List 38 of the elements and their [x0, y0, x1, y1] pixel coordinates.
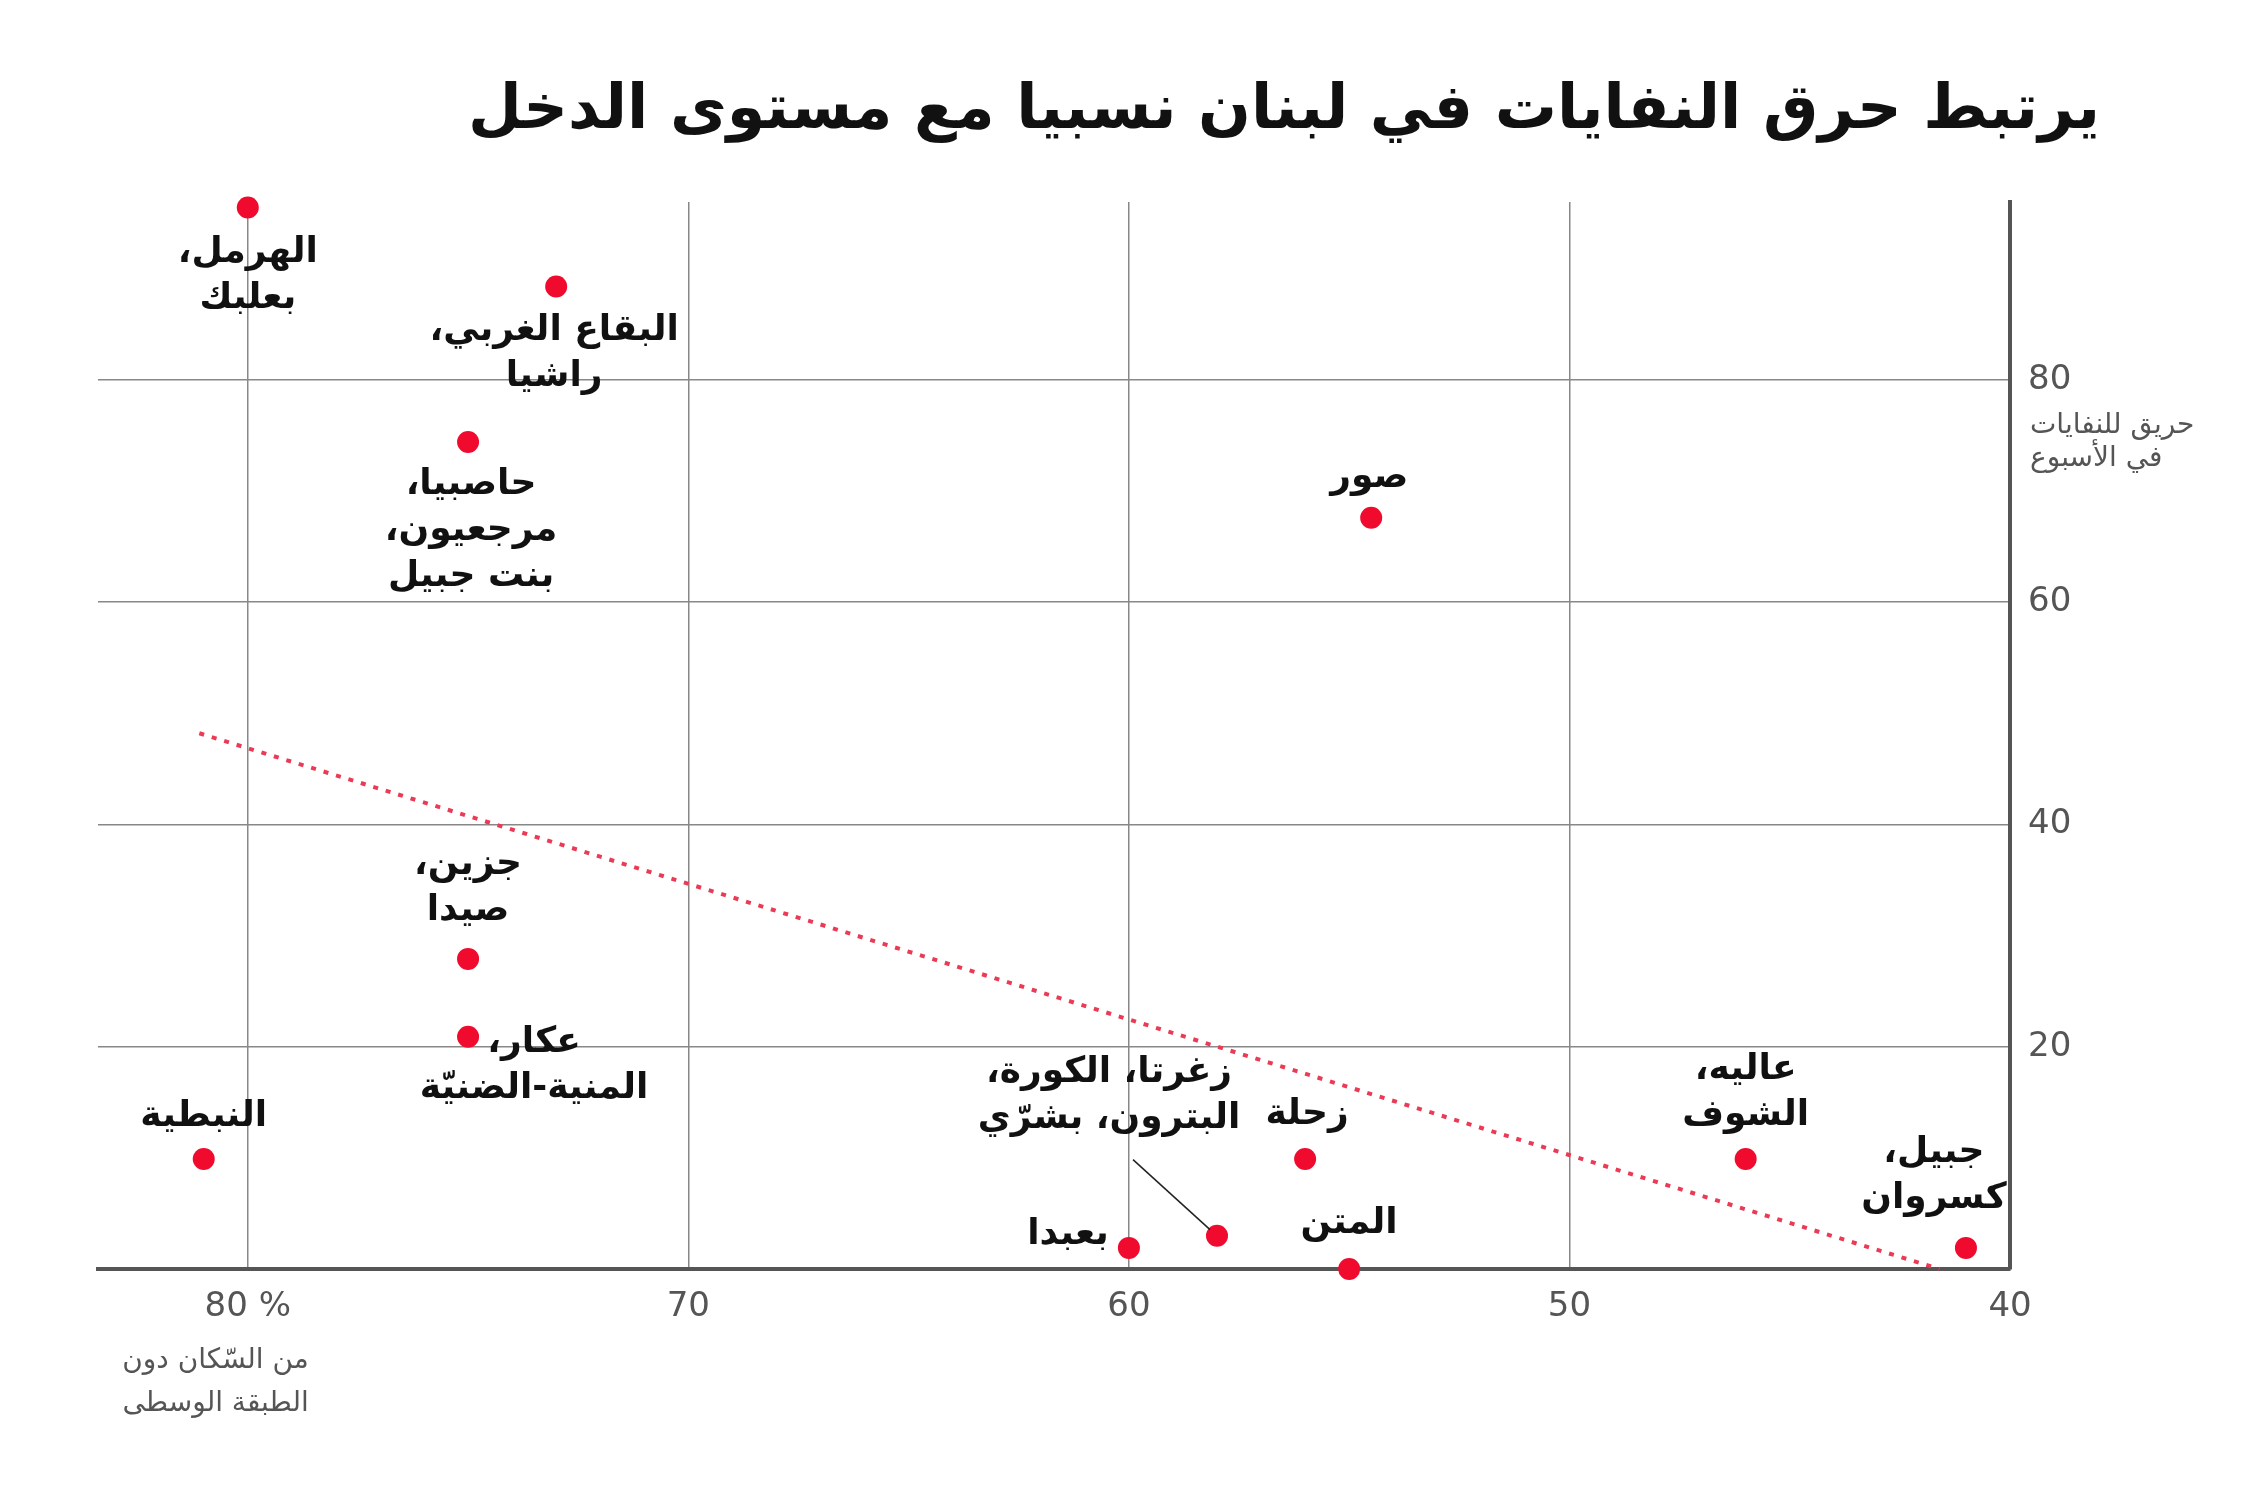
- y-tick-label: 60: [2028, 578, 2072, 619]
- x-tick-label: 80 %: [204, 1284, 291, 1325]
- point: [1338, 1258, 1361, 1280]
- point: [457, 947, 480, 970]
- y-tick-label: 20: [2028, 1023, 2072, 1064]
- point: [1117, 1236, 1140, 1259]
- point: [1734, 1147, 1757, 1170]
- point: [1294, 1147, 1317, 1170]
- point: [1206, 1224, 1229, 1247]
- y-tick-label: 80: [2028, 356, 2072, 397]
- annotation: النبطية: [140, 1093, 268, 1135]
- point: [1360, 506, 1383, 529]
- x-tick-label: 50: [1547, 1284, 1592, 1325]
- x-axis-title: من السّكان دون الطبقة الوسطى: [122, 1342, 309, 1419]
- annotation: عاليه، الشوف: [1682, 1046, 1810, 1135]
- annotation: الهرمل، بعلبك: [177, 228, 318, 316]
- point: [1954, 1236, 1977, 1259]
- x-tick-label: 70: [666, 1284, 710, 1325]
- annotation: المتن: [1300, 1200, 1398, 1243]
- annotation: زغرتا، الكورة، البترون، بشرّي: [977, 1049, 1241, 1138]
- annotation: حاصبيا، مرجعيون، بنت جبيل: [384, 461, 558, 595]
- annotation: بعبدا: [1027, 1211, 1109, 1253]
- annotation: جبيل، كسروان: [1861, 1129, 2007, 1218]
- annotation: صور: [1328, 454, 1409, 497]
- x-tick-label: 40: [1988, 1284, 2032, 1325]
- annotation: البقاع الغربي، راشيا: [429, 306, 679, 395]
- x-tick-label: 60: [1107, 1284, 1151, 1325]
- annotation: جزين، صيدا: [414, 841, 523, 929]
- point: [457, 1025, 480, 1048]
- chart-title: يرتبط حرق النفايات في لبنان نسبيا مع مستوى الدخل: [467, 70, 2100, 143]
- y-tick-label: 40: [2028, 801, 2072, 842]
- annotation: زحلة: [1265, 1091, 1349, 1134]
- y-axis-title: حريق للنفايات في الأسبوع: [2030, 407, 2195, 474]
- point: [545, 275, 568, 298]
- point: [457, 431, 480, 454]
- annotation: عكار، المنية-الضنيّة: [419, 1019, 649, 1107]
- point: [236, 196, 259, 219]
- point: [192, 1147, 215, 1170]
